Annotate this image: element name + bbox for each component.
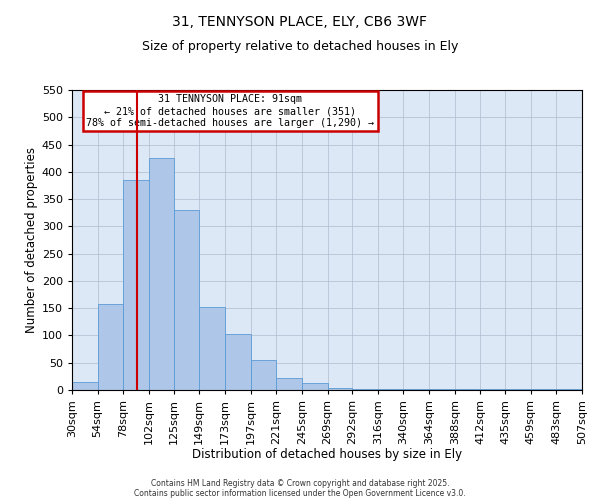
X-axis label: Distribution of detached houses by size in Ely: Distribution of detached houses by size … [192,448,462,462]
Y-axis label: Number of detached properties: Number of detached properties [25,147,38,333]
Bar [352,389,378,390]
Bar [276,378,302,390]
Bar [173,210,199,390]
Bar [429,389,455,390]
Bar [505,389,530,390]
Bar [225,334,251,390]
Bar [481,389,505,390]
Text: 31 TENNYSON PLACE: 91sqm
← 21% of detached houses are smaller (351)
78% of semi-: 31 TENNYSON PLACE: 91sqm ← 21% of detach… [86,94,374,128]
Bar [98,304,124,390]
Text: Contains public sector information licensed under the Open Government Licence v3: Contains public sector information licen… [134,488,466,498]
Bar [72,382,98,390]
Text: Contains HM Land Registry data © Crown copyright and database right 2025.: Contains HM Land Registry data © Crown c… [151,478,449,488]
Bar [403,389,429,390]
Bar [124,180,149,390]
Text: Size of property relative to detached houses in Ely: Size of property relative to detached ho… [142,40,458,53]
Bar [199,306,225,390]
Text: 31, TENNYSON PLACE, ELY, CB6 3WF: 31, TENNYSON PLACE, ELY, CB6 3WF [173,15,427,29]
Bar [328,388,352,390]
Bar [378,389,403,390]
Bar [251,360,276,390]
Bar [530,389,556,390]
Bar [455,389,481,390]
Bar [149,158,173,390]
Bar [556,389,582,390]
Bar [302,383,328,390]
